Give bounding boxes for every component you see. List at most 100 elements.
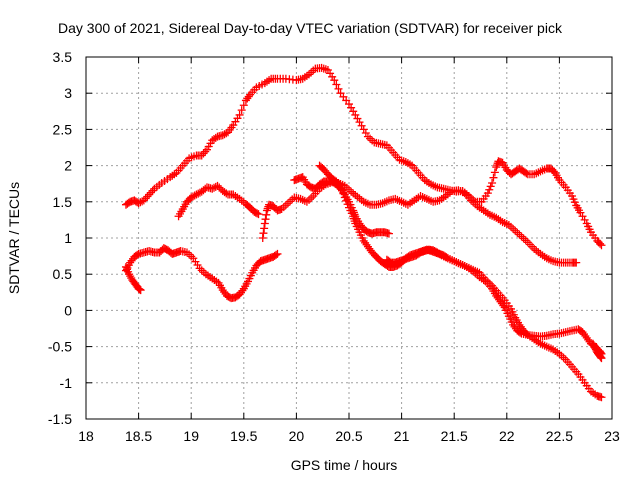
data-point bbox=[283, 199, 292, 208]
x-tick-label: 18 bbox=[78, 428, 94, 444]
data-point bbox=[353, 114, 362, 123]
x-axis-title: GPS time / hours bbox=[291, 457, 398, 473]
data-point bbox=[244, 92, 253, 101]
data-point bbox=[513, 228, 522, 237]
y-axis-title: SDTVAR / TECUs bbox=[6, 182, 22, 294]
data-point bbox=[211, 182, 220, 191]
data-point bbox=[222, 129, 231, 138]
data-point bbox=[262, 206, 271, 215]
data-point bbox=[515, 230, 524, 239]
data-point bbox=[336, 181, 345, 190]
data-point bbox=[492, 163, 501, 172]
data-point bbox=[366, 134, 375, 143]
markers bbox=[121, 63, 606, 402]
data-point bbox=[262, 210, 271, 219]
data-point bbox=[199, 149, 208, 158]
y-tick-label: 1.5 bbox=[53, 194, 73, 210]
data-point bbox=[488, 178, 497, 187]
data-point bbox=[340, 193, 349, 202]
x-tick-label: 22.5 bbox=[546, 428, 573, 444]
data-point bbox=[347, 103, 356, 112]
data-point bbox=[489, 173, 498, 182]
data-point bbox=[305, 195, 314, 204]
y-tick-label: 0.5 bbox=[53, 266, 73, 282]
data-point bbox=[220, 130, 229, 139]
data-point bbox=[384, 229, 393, 238]
data-point bbox=[351, 110, 360, 119]
data-point bbox=[208, 184, 217, 193]
data-point bbox=[215, 183, 224, 192]
data-point bbox=[319, 64, 328, 73]
data-point bbox=[260, 224, 269, 233]
series-track-4 bbox=[121, 262, 145, 295]
data-point bbox=[355, 118, 364, 127]
data-point bbox=[517, 232, 526, 241]
data-point bbox=[145, 190, 154, 199]
data-point bbox=[222, 189, 231, 198]
data-point bbox=[337, 185, 346, 194]
series-track-5 bbox=[121, 244, 282, 303]
data-point bbox=[139, 196, 148, 205]
data-point bbox=[239, 101, 248, 110]
data-point bbox=[363, 199, 372, 208]
data-point bbox=[197, 266, 206, 275]
data-point bbox=[596, 353, 605, 362]
data-point bbox=[343, 200, 352, 209]
data-point bbox=[281, 201, 290, 210]
y-tick-label: -0.5 bbox=[48, 339, 72, 355]
x-tick-label: 20.5 bbox=[335, 428, 362, 444]
data-point bbox=[483, 189, 492, 198]
data-point bbox=[258, 234, 267, 242]
y-tick-label: 2.5 bbox=[53, 121, 73, 137]
data-point bbox=[197, 151, 206, 160]
data-point bbox=[580, 215, 589, 224]
series-track-8 bbox=[382, 245, 606, 402]
x-tick-label: 19.5 bbox=[230, 428, 257, 444]
data-point bbox=[330, 76, 339, 85]
data-point bbox=[361, 129, 370, 138]
y-tick-label: -1.5 bbox=[48, 411, 72, 427]
data-point bbox=[218, 131, 227, 140]
data-point bbox=[136, 286, 145, 295]
data-point bbox=[182, 248, 191, 257]
data-point bbox=[237, 106, 246, 115]
y-tick-label: 2 bbox=[64, 158, 72, 174]
data-point bbox=[273, 249, 282, 258]
data-point bbox=[213, 181, 222, 190]
data-point bbox=[596, 352, 605, 361]
data-point bbox=[253, 209, 262, 218]
series-track-1 bbox=[121, 63, 606, 250]
data-point bbox=[288, 195, 297, 204]
data-point bbox=[192, 190, 201, 199]
data-point bbox=[148, 186, 157, 195]
data-point bbox=[349, 107, 358, 116]
data-point bbox=[188, 192, 197, 201]
data-point bbox=[187, 193, 196, 202]
data-point bbox=[259, 229, 268, 238]
data-point bbox=[519, 234, 528, 243]
data-point bbox=[335, 180, 344, 189]
y-tick-label: -1 bbox=[60, 375, 73, 391]
y-tick-label: 1 bbox=[64, 230, 72, 246]
data-point bbox=[357, 121, 366, 130]
data-point bbox=[272, 250, 281, 259]
series-track-9 bbox=[589, 339, 606, 363]
x-tick-label: 19 bbox=[183, 428, 199, 444]
data-point bbox=[211, 133, 220, 142]
data-point bbox=[190, 191, 199, 200]
data-point bbox=[321, 65, 330, 74]
data-point bbox=[363, 132, 372, 141]
data-point bbox=[522, 169, 531, 178]
x-tick-label: 20 bbox=[289, 428, 305, 444]
data-point bbox=[332, 80, 341, 89]
data-point bbox=[141, 194, 150, 203]
x-tick-label: 23 bbox=[604, 428, 620, 444]
y-tick-labels: -1.5 -1 -0.5 0 0.5 1 1.5 2 2.5 3 3.5 bbox=[48, 49, 72, 427]
data-point bbox=[359, 125, 368, 134]
x-tick-label: 21.5 bbox=[441, 428, 468, 444]
x-tick-label: 18.5 bbox=[125, 428, 152, 444]
data-point bbox=[238, 286, 247, 295]
data-point bbox=[490, 168, 499, 177]
data-point bbox=[342, 196, 351, 205]
